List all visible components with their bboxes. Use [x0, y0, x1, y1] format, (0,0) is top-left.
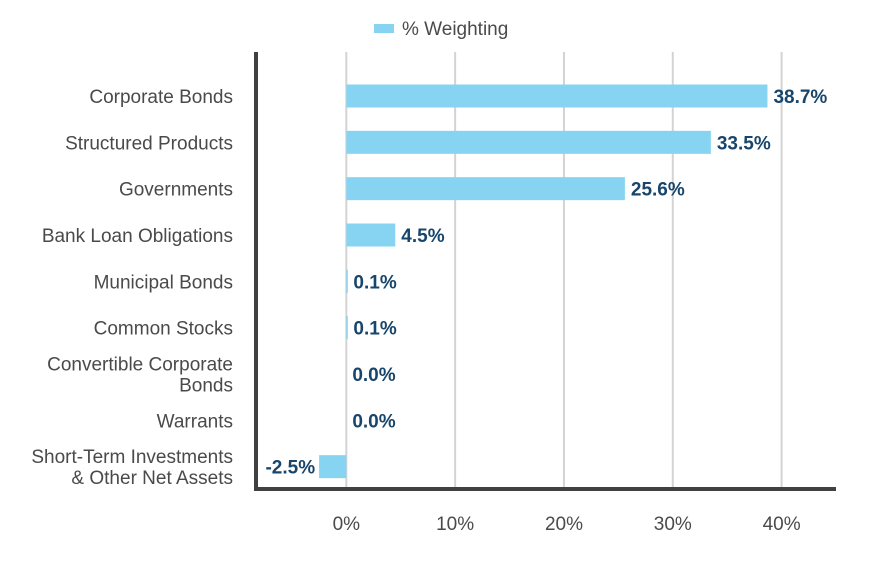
category-labels: Corporate Bonds Structured Products Govern… — [31, 87, 233, 489]
legend-swatch — [374, 24, 394, 33]
category-label: Warrants — [157, 411, 233, 432]
x-tick-label: 10% — [436, 514, 474, 535]
bar — [346, 269, 348, 293]
bar — [346, 316, 348, 340]
bar — [346, 177, 625, 201]
category-label: Short-Term Investments — [31, 447, 233, 468]
data-label: 33.5% — [717, 133, 771, 154]
bar — [346, 130, 711, 154]
data-labels: 38.7% 33.5% 25.6% 4.5% 0.1% 0.1% 0.0% 0.0% -2.5% — [265, 87, 827, 479]
category-label: & Other Net Assets — [71, 468, 233, 489]
bar — [346, 84, 768, 108]
axes — [254, 52, 836, 491]
data-label: 0.1% — [353, 319, 396, 340]
x-tick-labels: 0% 10% 20% 30% 40% — [333, 514, 801, 535]
bar — [346, 223, 396, 247]
category-label: Structured Products — [65, 133, 233, 154]
x-tick-label: 20% — [545, 514, 583, 535]
category-label: Bonds — [179, 376, 233, 397]
category-label: Corporate Bonds — [89, 87, 233, 108]
category-label: Convertible Corporate — [47, 355, 233, 376]
x-tick-label: 30% — [654, 514, 692, 535]
category-label: Governments — [119, 180, 233, 201]
x-tick-label: 40% — [763, 514, 801, 535]
data-label: 0.0% — [352, 411, 395, 432]
data-label: 25.6% — [631, 180, 685, 201]
bars — [319, 84, 768, 479]
data-label: 4.5% — [401, 226, 444, 247]
gridlines — [345, 52, 783, 487]
x-tick-label: 0% — [333, 514, 361, 535]
data-label: 38.7% — [773, 87, 827, 108]
legend-label: % Weighting — [402, 19, 508, 40]
legend: % Weighting — [374, 19, 508, 40]
category-label: Bank Loan Obligations — [42, 226, 233, 247]
category-label: Common Stocks — [94, 319, 233, 340]
data-label: 0.0% — [352, 365, 395, 386]
category-label: Municipal Bonds — [94, 272, 233, 293]
bar — [319, 455, 347, 479]
data-label: -2.5% — [265, 458, 315, 479]
data-label: 0.1% — [353, 272, 396, 293]
